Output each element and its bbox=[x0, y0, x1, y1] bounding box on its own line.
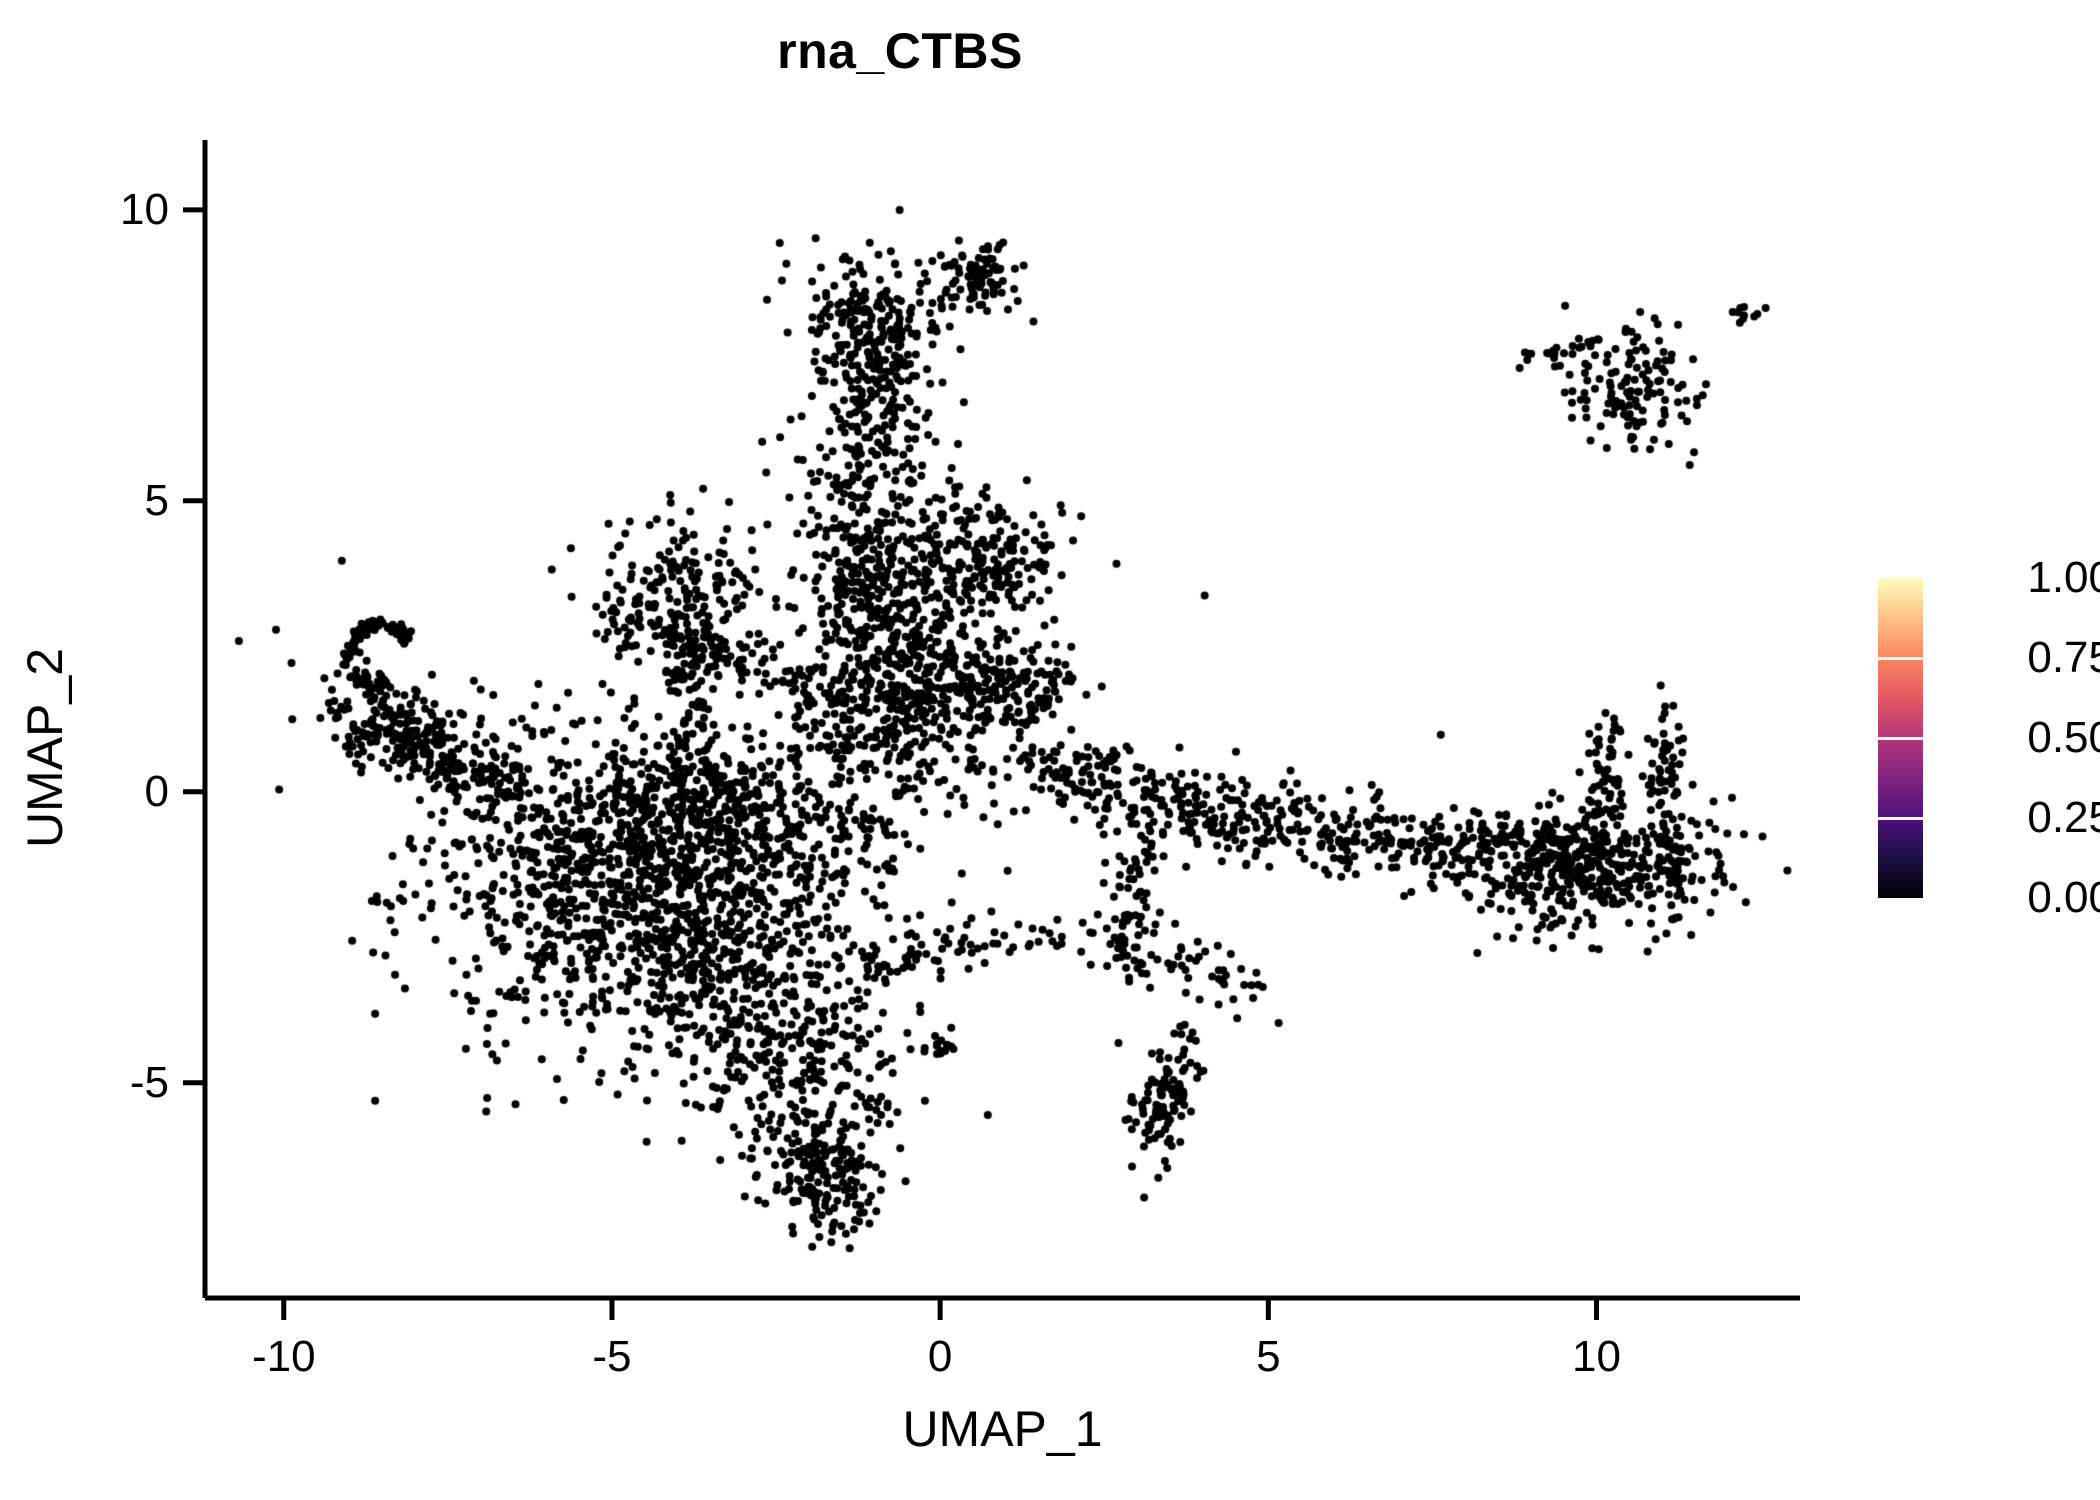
colorbar-tick-label: 0.75 bbox=[2027, 633, 2100, 682]
x-axis-tick-label: 0 bbox=[927, 1332, 953, 1381]
colorbar-tick-label: 0.50 bbox=[2027, 713, 2100, 762]
x-axis-tick-label: -10 bbox=[251, 1332, 316, 1381]
colorbar-tick-label: 0.00 bbox=[2027, 873, 2100, 922]
colorbar-tick-label: 1.00 bbox=[2027, 553, 2100, 602]
y-axis-tick-label: 10 bbox=[120, 184, 169, 234]
colorbar-tick-mark bbox=[1878, 736, 1923, 740]
y-axis-tick-label: 5 bbox=[144, 475, 169, 525]
colorbar-legend: 1.00 0.75 0.50 0.25 0.00 bbox=[1878, 553, 2100, 922]
colorbar-tick-mark bbox=[1878, 816, 1923, 820]
x-axis-tick-label: 10 bbox=[1572, 1332, 1621, 1381]
x-axis-tick-label: -5 bbox=[592, 1332, 632, 1381]
x-axis-tick-label: 5 bbox=[1256, 1332, 1281, 1381]
y-axis-tick-label: -5 bbox=[129, 1057, 169, 1107]
x-axis-title: UMAP_1 bbox=[902, 1401, 1103, 1457]
y-axis-title: UMAP_2 bbox=[17, 647, 73, 849]
y-axis-tick-label: 0 bbox=[144, 766, 169, 816]
colorbar-tick-label: 0.25 bbox=[2027, 793, 2100, 842]
colorbar-tick-mark bbox=[1878, 656, 1923, 660]
